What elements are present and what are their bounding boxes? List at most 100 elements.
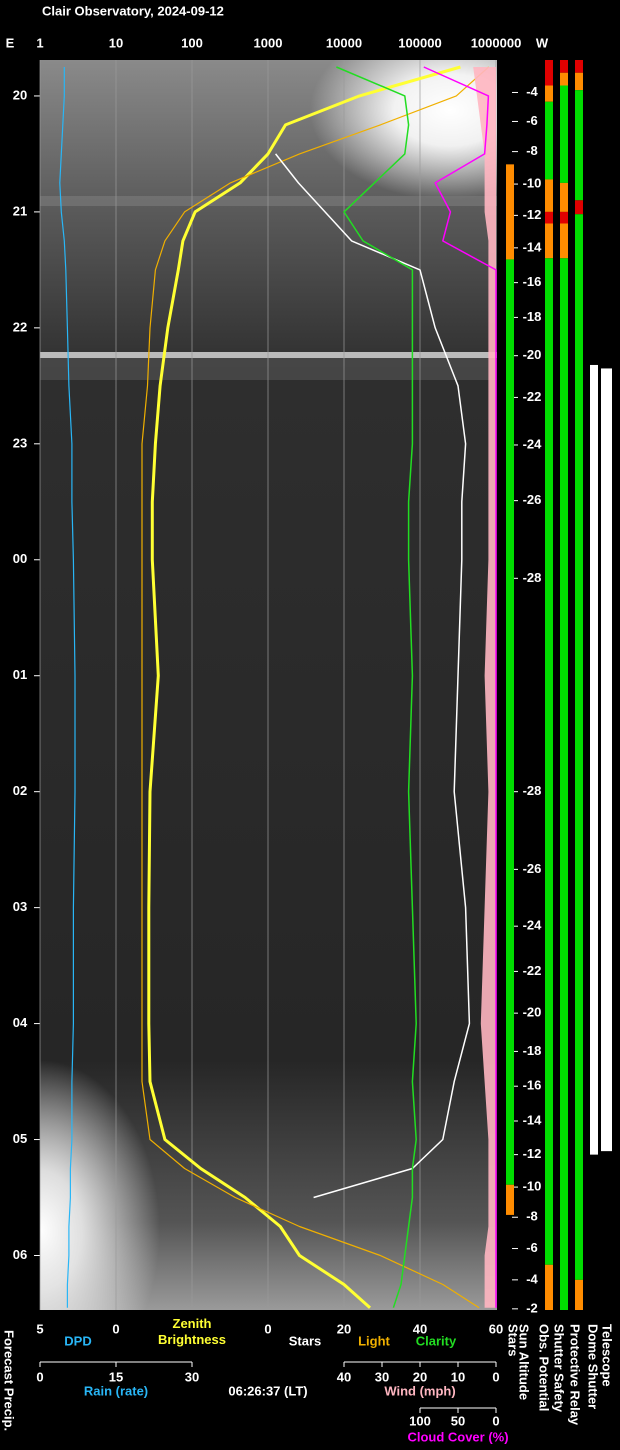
status-segment [601,368,612,1152]
sun-tick-label: -14 [523,1112,543,1127]
time-tick-label: 20 [13,87,27,102]
x-tick-label: 0 [112,1321,119,1336]
x-tick-label: 1000 [254,35,283,50]
sun-tick-label: -8 [526,143,538,158]
sun-tick-label: -22 [523,389,542,404]
time-tick-label: 06 [13,1247,27,1262]
area [473,67,496,1308]
x-tick-label: 15 [109,1369,123,1384]
x-tick-label: 100 [181,35,203,50]
x-tick-label: 40 [413,1321,427,1336]
sun-tick-label: -24 [523,918,543,933]
line [275,153,471,1199]
line [336,66,417,1308]
sun-tick-label: -6 [526,1240,538,1255]
status-segment [575,214,583,1280]
x-tick-label: 0 [36,1369,43,1384]
status-segment [545,101,553,180]
status-label: Stars [506,1324,521,1357]
status-segment [575,72,583,91]
sun-tick-label: -18 [523,1043,542,1058]
sun-tick-label: -6 [526,113,538,128]
sun-tick-label: -16 [523,274,542,289]
x-tick-label: 50 [451,1413,465,1428]
sun-tick-label: -16 [523,1078,542,1093]
status-segment [575,60,583,73]
x-tick-label: 60 [489,1321,503,1336]
status-segment [575,200,583,215]
sun-tick-label: -26 [523,861,542,876]
time-tick-label: 02 [13,783,27,798]
time-tick-label: 22 [13,319,27,334]
x-tick-label: 1 [36,35,43,50]
sun-tick-label: -20 [523,1005,542,1020]
status-segment [545,258,553,1265]
x-tick-label: 0 [264,1321,271,1336]
time-tick-label: 01 [13,667,27,682]
sun-tick-label: -10 [523,1179,542,1194]
sun-tick-label: -26 [523,492,542,507]
sun-tick-label: -12 [523,207,542,222]
status-segment [560,60,568,73]
x-tick-label: 0 [492,1369,499,1384]
status-segment [545,179,553,212]
status-label: Protective Relay [568,1324,583,1426]
status-label: Obs. Potential [537,1324,552,1411]
series-label-box: Zenith Brightness [158,1316,226,1347]
sun-tick-label: -10 [523,176,542,191]
axis-label: Rain (rate) [84,1383,148,1398]
x-tick-label: 0 [492,1413,499,1428]
sun-altitude-label: Sun Altitude [517,1324,532,1400]
status-label: Dome Shutter [586,1324,601,1409]
status-segment [560,258,568,1311]
status-segment [545,60,553,86]
series-label: Stars [289,1333,322,1348]
time-tick-label: 03 [13,899,27,914]
time-tick-label: 05 [13,1131,27,1146]
status-segment [590,364,598,1155]
status-segment [506,259,514,1185]
time-tick-label: 04 [13,1015,28,1030]
status-segment [575,1279,583,1310]
x-tick-label: 40 [337,1369,351,1384]
x-tick-label: 10000 [326,35,362,50]
sun-tick-label: -28 [523,783,542,798]
west-label: W [536,35,549,50]
x-tick-label: 5 [36,1321,43,1336]
line [141,66,490,1309]
chart-title: Clair Observatory, 2024-09-12 [42,3,224,18]
forecast-label: Forecast Precip. [2,1330,17,1431]
status-segment [506,164,514,260]
line [59,67,76,1308]
series-label: Light [358,1333,390,1348]
time-tick-label: 00 [13,551,27,566]
time-tick-label: 23 [13,435,27,450]
line [147,65,461,1309]
status-segment [506,1184,514,1215]
status-segment [545,223,553,259]
time-tick-label: 21 [13,203,27,218]
sun-tick-label: -4 [526,84,538,99]
east-label: E [6,35,15,50]
sun-tick-label: -28 [523,570,542,585]
axis-label: Wind (mph) [384,1383,455,1398]
status-segment [560,85,568,183]
sun-tick-label: -4 [526,1271,538,1286]
series-label: Clarity [416,1333,457,1348]
sun-tick-label: -2 [526,1300,538,1315]
x-tick-label: 10 [451,1369,465,1384]
line [423,66,497,1308]
sun-tick-label: -18 [523,309,542,324]
status-segment [545,85,553,102]
x-tick-label: 30 [375,1369,389,1384]
timestamp: 06:26:37 (LT) [228,1383,307,1398]
x-tick-label: 20 [337,1321,351,1336]
status-segment [560,72,568,86]
x-tick-label: 30 [185,1369,199,1384]
series-label: Zenith Brightness [158,1316,226,1347]
x-tick-label: 100000 [398,35,441,50]
status-label: Shutter Safety [552,1324,567,1413]
series-label: DPD [64,1333,91,1348]
